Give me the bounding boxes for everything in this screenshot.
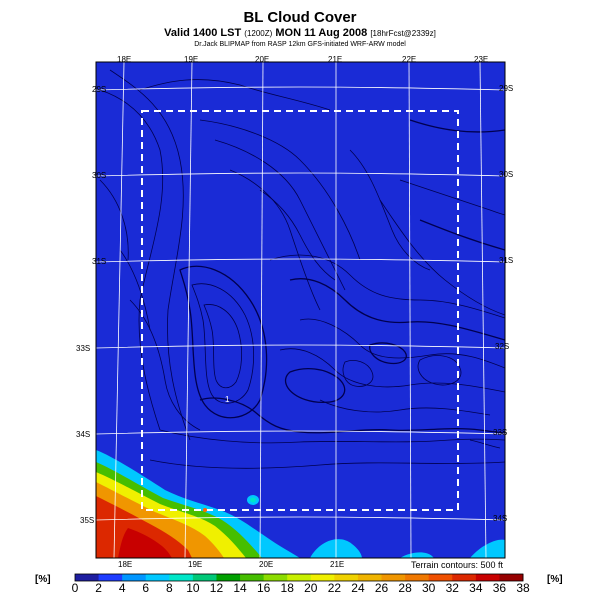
legend-swatch — [169, 574, 194, 581]
legend-tick-label: 20 — [304, 581, 318, 595]
lon-label-top: 18E — [117, 55, 131, 64]
lat-label-right: 29S — [499, 84, 513, 93]
legend-tick-label: 18 — [281, 581, 295, 595]
model-credit: Dr.Jack BLIPMAP from RASP 12km GFS-initi… — [194, 41, 406, 48]
lat-label-right: 34S — [493, 514, 507, 523]
lon-label-bottom: 18E — [118, 560, 132, 569]
legend-swatch — [452, 574, 477, 581]
lat-label-right: 30S — [499, 170, 513, 179]
lat-label-right: 32S — [495, 342, 509, 351]
legend-tick-label: 30 — [422, 581, 436, 595]
legend-tick-label: 16 — [257, 581, 271, 595]
legend-tick-label: 4 — [119, 581, 126, 595]
cloud-blob — [470, 539, 505, 558]
forecast-date: MON 11 Aug 2008 — [275, 27, 368, 39]
cloud-area-dark-red — [118, 528, 172, 558]
lat-label-left: 33S — [76, 344, 90, 353]
map-subtitle: Valid 1400 LST (1200Z) MON 11 Aug 2008 [… — [0, 27, 600, 39]
legend-swatch — [475, 574, 500, 581]
legend-swatch — [122, 574, 147, 581]
legend-tick-label: 8 — [166, 581, 173, 595]
lat-label-left: 31S — [92, 257, 106, 266]
legend-tick-label: 2 — [95, 581, 102, 595]
legend-swatch — [310, 574, 335, 581]
lat-label-right: 31S — [499, 256, 513, 265]
terrain-contour-note: Terrain contours: 500 ft — [410, 560, 503, 570]
lat-label-left: 35S — [80, 516, 94, 525]
legend-tick-label: 24 — [351, 581, 365, 595]
legend-tick-label: 28 — [398, 581, 412, 595]
map-title: BL Cloud Cover — [243, 9, 357, 26]
lon-label-top: 21E — [328, 55, 342, 64]
legend-tick-label: 0 — [72, 581, 79, 595]
legend-swatch — [357, 574, 383, 581]
legend-swatch — [405, 574, 430, 581]
legend-swatch — [192, 574, 217, 581]
inner-domain-box — [141, 110, 459, 511]
valid-time-utc: (1200Z) — [244, 29, 273, 38]
lon-label-bottom: 20E — [259, 560, 273, 569]
valid-time: Valid 1400 LST — [164, 27, 242, 39]
legend-swatch — [240, 574, 265, 581]
cloud-blob — [250, 497, 256, 503]
point-label: 1 — [225, 395, 230, 404]
legend-tick-label: 32 — [446, 581, 460, 595]
cloud-area-red — [96, 496, 192, 558]
legend-swatch — [334, 574, 359, 581]
map-background — [96, 62, 505, 558]
map-frame — [95, 61, 506, 559]
legend-tick-label: 34 — [469, 581, 483, 595]
lon-label-top: 23E — [474, 55, 488, 64]
lon-label-bottom: 19E — [188, 560, 202, 569]
legend-swatch — [145, 574, 170, 581]
lon-label-top: 22E — [402, 55, 416, 64]
terrain-contours — [99, 69, 505, 469]
legend-tick-label: 12 — [210, 581, 224, 595]
legend-tick-label: 22 — [328, 581, 342, 595]
lat-label-left: 30S — [92, 171, 106, 180]
legend-swatch — [98, 574, 123, 581]
cloud-blob — [400, 552, 434, 558]
legend-tick-label: 38 — [516, 581, 530, 595]
forecast-run: [18hrFcst@2339z] — [370, 29, 436, 38]
legend-swatch — [216, 574, 241, 581]
legend-tick-label: 36 — [493, 581, 507, 595]
legend-tick-label: 10 — [186, 581, 200, 595]
legend-unit-left: [%] — [35, 574, 51, 585]
lon-label-top: 19E — [184, 55, 198, 64]
coast-marker — [203, 508, 207, 512]
lon-label-bottom: 21E — [330, 560, 344, 569]
legend-swatch — [75, 574, 100, 581]
legend-tick-label: 6 — [142, 581, 149, 595]
legend-unit-right: [%] — [547, 574, 563, 585]
legend-swatch — [287, 574, 312, 581]
legend-swatch — [499, 574, 524, 581]
lon-label-top: 20E — [255, 55, 269, 64]
legend-tick-label: 14 — [233, 581, 247, 595]
color-legend: 0 2 4 6 8 10 12 14 16 18 20 22 24 26 28 30 32 34 36 38 — [72, 573, 530, 595]
legend-swatch — [381, 574, 406, 581]
lat-label-right: 33S — [493, 428, 507, 437]
lat-label-left: 34S — [76, 430, 90, 439]
legend-swatch — [428, 574, 453, 581]
legend-tick-label: 26 — [375, 581, 389, 595]
graticule — [96, 62, 505, 558]
lat-label-left: 29S — [92, 85, 106, 94]
legend-swatch — [263, 574, 288, 581]
legend-frame — [74, 573, 524, 582]
